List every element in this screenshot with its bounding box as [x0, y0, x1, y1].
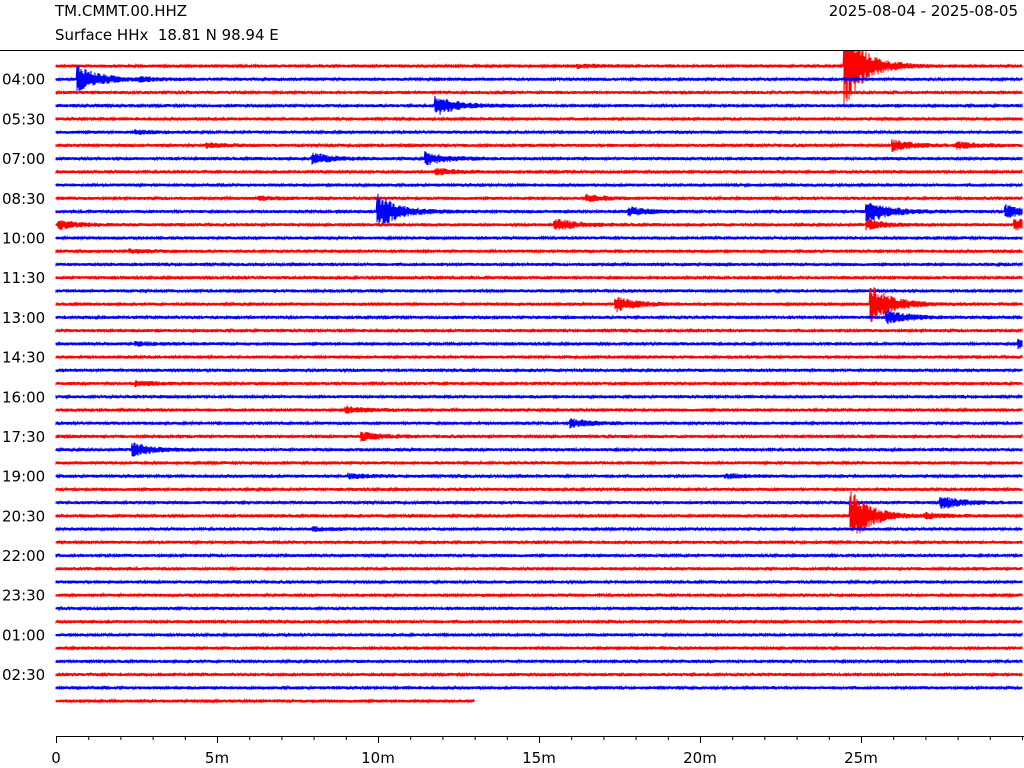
trace-row: [55, 565, 1023, 572]
trace-row: [55, 592, 1023, 599]
trace-row: [55, 65, 1023, 94]
trace-row: [55, 327, 1023, 334]
row-time-label: 02:30: [2, 666, 45, 684]
trace-row: [55, 287, 1023, 322]
trace-row: [55, 51, 1023, 107]
trace-row: [55, 367, 1023, 374]
row-time-label: 07:00: [2, 150, 45, 168]
trace-row: [55, 552, 1023, 559]
trace-row: [55, 353, 1023, 361]
trace-row: [55, 151, 1023, 166]
trace-row: [55, 115, 1023, 123]
trace-group: [55, 51, 1023, 705]
trace-row: [55, 442, 1023, 457]
row-time-labels: 04:00 05:30 07:00 08:30 10:00 11:30 13:00 14:30…: [2, 71, 45, 684]
trace-row: [55, 405, 1023, 414]
row-time-label: 19:00: [2, 468, 45, 486]
trace-row: [55, 658, 1023, 665]
trace-row: [55, 393, 1023, 400]
trace-row: [55, 338, 1023, 350]
row-time-label: 14:30: [2, 349, 45, 367]
row-time-label: 16:00: [2, 388, 45, 406]
channel-info: Surface HHx 18.81 N 98.94 E: [55, 26, 279, 44]
trace-row: [55, 261, 1023, 268]
trace-row: [55, 274, 1023, 281]
trace-row: [55, 491, 1023, 534]
trace-row: [55, 671, 1023, 678]
date-range: 2025-08-04 - 2025-08-05: [828, 2, 1018, 20]
row-time-label: 04:00: [2, 71, 45, 89]
x-tick-label: 5m: [205, 749, 229, 767]
trace-row: [55, 578, 1023, 586]
trace-row: [55, 287, 1023, 295]
trace-row: [55, 193, 1023, 225]
trace-row: [55, 431, 1023, 442]
trace-row: [55, 486, 1023, 493]
trace-row: [55, 234, 1023, 242]
x-tick-label: 0: [51, 749, 61, 767]
trace-row: [55, 309, 1023, 325]
trace-row: [55, 379, 1023, 388]
row-time-label: 08:30: [2, 190, 45, 208]
trace-row: [55, 418, 1023, 429]
row-time-label: 01:00: [2, 626, 45, 644]
row-time-label: 22:00: [2, 547, 45, 565]
x-tick-label: 10m: [361, 749, 395, 767]
row-time-label: 20:30: [2, 507, 45, 525]
trace-row: [55, 248, 1023, 255]
trace-row: [55, 525, 1023, 533]
x-tick-label: 15m: [522, 749, 556, 767]
trace-row: [55, 684, 1023, 691]
trace-row: [55, 645, 1023, 652]
trace-row: [55, 128, 1023, 136]
trace-row: [55, 89, 1023, 96]
station-code: TM.CMMT.00.HHZ: [55, 2, 188, 20]
trace-row: [55, 605, 1023, 612]
x-axis: 0 5m 10m 15m 20m 25m: [51, 736, 1024, 767]
trace-row: [55, 618, 1023, 625]
trace-row: [55, 496, 1023, 509]
trace-row: [55, 96, 1023, 115]
trace-row: [55, 697, 475, 705]
trace-row: [55, 631, 1023, 638]
x-tick-label: 20m: [683, 749, 717, 767]
trace-row: [55, 459, 1023, 466]
row-time-label: 10:00: [2, 229, 45, 247]
x-tick-label: 25m: [844, 749, 878, 767]
row-time-label: 23:30: [2, 587, 45, 605]
row-time-label: 11:30: [2, 269, 45, 287]
trace-row: [55, 472, 1023, 480]
trace-row: [55, 218, 1023, 231]
trace-row: [55, 193, 1023, 203]
trace-row: [55, 539, 1023, 546]
row-time-label: 05:30: [2, 110, 45, 128]
trace-row: [55, 139, 1023, 152]
row-time-label: 17:30: [2, 428, 45, 446]
row-time-label: 13:00: [2, 309, 45, 327]
trace-row: [55, 181, 1023, 189]
trace-row: [55, 167, 1023, 176]
